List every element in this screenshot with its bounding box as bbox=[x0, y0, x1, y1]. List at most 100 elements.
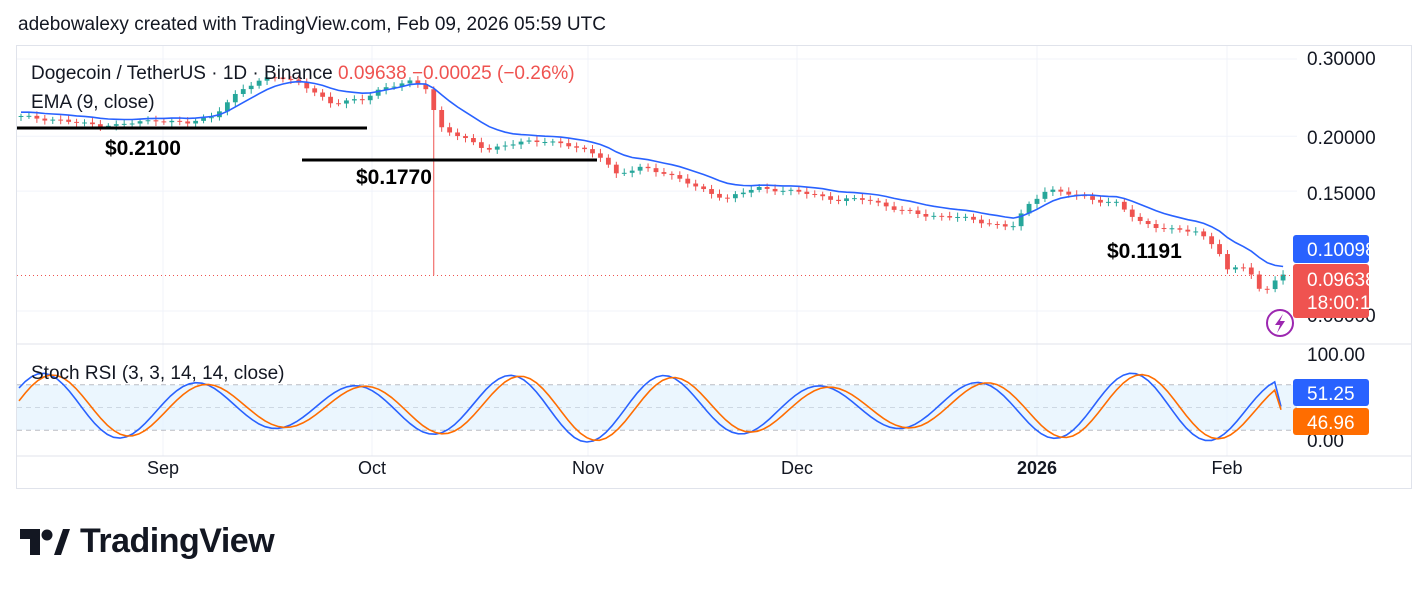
candle bbox=[804, 187, 810, 199]
candle bbox=[264, 73, 270, 85]
candle bbox=[788, 187, 794, 196]
bar-countdown: 18:00:17 bbox=[1307, 293, 1381, 314]
symbol-legend[interactable]: Dogecoin / TetherUS · 1D · Binance 0.096… bbox=[31, 63, 575, 84]
candle bbox=[637, 163, 643, 175]
candle bbox=[542, 137, 548, 146]
candle bbox=[145, 116, 151, 125]
candle bbox=[486, 144, 492, 153]
candle bbox=[852, 194, 857, 202]
candle bbox=[582, 145, 587, 153]
candle bbox=[1280, 270, 1286, 285]
candle bbox=[1225, 250, 1230, 274]
candle bbox=[693, 179, 699, 191]
candle bbox=[685, 174, 691, 188]
candle bbox=[1129, 205, 1135, 222]
chart-frame: $0.2100 $0.1770 $0.1191 Dogecoin / TetherU… bbox=[16, 45, 1412, 489]
candle bbox=[1145, 218, 1151, 229]
lightning-icon[interactable] bbox=[1266, 309, 1294, 337]
candle bbox=[137, 118, 143, 128]
chart-credit: adebowalexy created with TradingView.com… bbox=[18, 14, 606, 35]
candle bbox=[248, 81, 254, 94]
ema-legend[interactable]: EMA (9, close) bbox=[31, 92, 155, 113]
candle bbox=[1169, 224, 1175, 234]
candle bbox=[320, 89, 326, 101]
stoch-legend[interactable]: Stoch RSI (3, 3, 14, 14, close) bbox=[31, 363, 284, 384]
candle bbox=[748, 185, 754, 198]
candle bbox=[1010, 221, 1016, 231]
candle bbox=[518, 138, 524, 150]
candle bbox=[74, 118, 79, 128]
annotation-label: $0.2100 bbox=[105, 137, 181, 160]
candle bbox=[812, 190, 818, 198]
candle bbox=[590, 145, 595, 158]
stoch-axis-tick: 100.00 bbox=[1307, 345, 1365, 366]
time-axis-label: Feb bbox=[1211, 458, 1242, 478]
candle bbox=[359, 94, 365, 105]
candle bbox=[740, 188, 746, 198]
tradingview-logo: TradingView bbox=[20, 522, 275, 561]
candle bbox=[1058, 186, 1064, 196]
candle bbox=[867, 195, 873, 205]
candle bbox=[986, 219, 992, 227]
candle bbox=[209, 112, 214, 123]
candle bbox=[629, 166, 635, 178]
candle bbox=[351, 95, 357, 104]
candle bbox=[153, 115, 159, 127]
tradingview-brand: TradingView bbox=[80, 522, 275, 560]
candle bbox=[955, 212, 961, 222]
candle bbox=[1240, 263, 1246, 272]
candle bbox=[526, 137, 532, 145]
candle bbox=[915, 206, 921, 218]
candle bbox=[90, 118, 95, 128]
candle bbox=[677, 171, 683, 183]
candle bbox=[1137, 213, 1143, 225]
ema-price-badge: 0.10098 bbox=[1293, 235, 1376, 263]
candle bbox=[732, 191, 738, 203]
stoch-axis-tick: 0.00 bbox=[1307, 431, 1344, 452]
candle bbox=[1185, 225, 1191, 236]
candle bbox=[1193, 227, 1199, 236]
time-axis-label: Sep bbox=[147, 458, 179, 478]
candle bbox=[574, 142, 580, 153]
candle bbox=[1121, 198, 1127, 212]
candle bbox=[455, 128, 460, 141]
candle bbox=[1272, 276, 1278, 293]
price-axis-tick: 0.30000 bbox=[1307, 49, 1376, 70]
candle bbox=[1264, 286, 1270, 294]
candle bbox=[415, 76, 421, 88]
candle bbox=[1201, 228, 1207, 240]
candle bbox=[669, 171, 675, 180]
candle bbox=[1106, 197, 1111, 207]
candle bbox=[304, 78, 310, 93]
candle bbox=[375, 87, 381, 99]
candle bbox=[256, 78, 262, 89]
candle bbox=[232, 90, 238, 107]
candle bbox=[383, 83, 389, 95]
candle bbox=[1177, 225, 1183, 233]
svg-text:46.96: 46.96 bbox=[1307, 413, 1355, 434]
candle bbox=[645, 163, 651, 172]
candle bbox=[201, 114, 206, 124]
candle bbox=[979, 215, 984, 228]
candle bbox=[605, 154, 611, 168]
candle bbox=[82, 119, 87, 127]
annotation-label: $0.1191 bbox=[1107, 240, 1182, 263]
candle bbox=[828, 192, 834, 204]
candle bbox=[26, 111, 32, 119]
candle bbox=[478, 137, 484, 153]
price-axis-tick: 0.15000 bbox=[1307, 184, 1376, 205]
price-chart[interactable]: $0.2100 $0.1770 $0.1191 Dogecoin / TetherU… bbox=[17, 46, 1411, 488]
candle bbox=[566, 138, 572, 149]
ema-line bbox=[21, 80, 1284, 268]
candle bbox=[240, 84, 246, 97]
candle bbox=[899, 205, 905, 215]
candle bbox=[18, 113, 24, 122]
candle bbox=[407, 77, 413, 88]
candle bbox=[534, 136, 540, 147]
candle bbox=[471, 134, 476, 146]
candle bbox=[875, 198, 881, 207]
candle bbox=[169, 117, 175, 127]
candle bbox=[1042, 187, 1048, 203]
candle bbox=[510, 140, 516, 149]
